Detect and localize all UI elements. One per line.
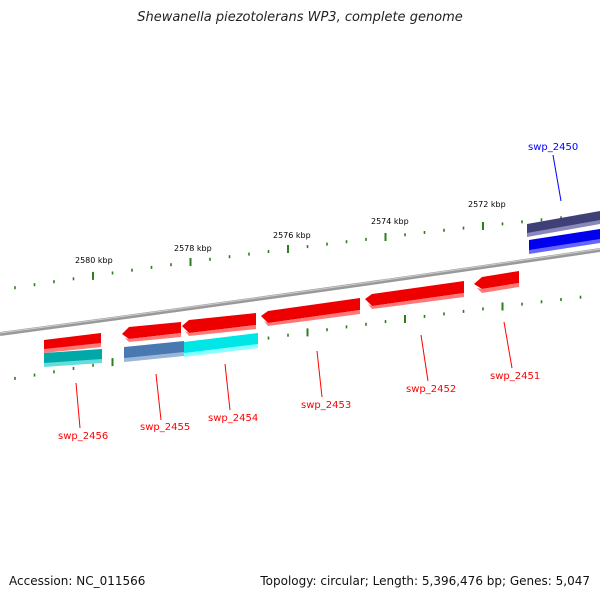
gene-label-swp_2453[interactable]: swp_2453 (301, 400, 351, 411)
gene-swp_2452-cds[interactable] (365, 281, 464, 309)
gene-label-swp_2450[interactable]: swp_2450 (528, 142, 578, 153)
genome-info-label: Topology: circular; Length: 5,396,476 bp… (260, 574, 590, 588)
gene-label-swp_2456[interactable]: swp_2456 (58, 431, 108, 442)
label-leaders (75, 154, 562, 429)
genome-backbone (0, 248, 600, 336)
gene-swp_2451-cds[interactable] (474, 271, 519, 293)
gene-swp_2454-cds[interactable] (182, 313, 256, 336)
gene-swp_2455-cds[interactable] (122, 322, 181, 342)
page-title: Shewanella piezotolerans WP3, complete g… (137, 10, 463, 25)
gene-label-swp_2451[interactable]: swp_2451 (490, 371, 540, 382)
scale-label-2576: 2576 kbp (273, 231, 311, 240)
gene-label-swp_2454[interactable]: swp_2454 (208, 413, 258, 424)
scale-label-2580: 2580 kbp (75, 256, 113, 265)
gene-swp_2456-cds[interactable] (44, 333, 101, 353)
gene-label-swp_2455[interactable]: swp_2455 (140, 422, 190, 433)
gene-swp_2450-feature[interactable] (527, 211, 600, 237)
gene-swp_2450-cds[interactable] (529, 229, 600, 254)
gene-label-swp_2452[interactable]: swp_2452 (406, 384, 456, 395)
gene-swp_2455-feature[interactable] (124, 341, 184, 362)
tick-row-upper (14, 214, 582, 290)
scale-label-2578: 2578 kbp (174, 244, 212, 253)
gene-swp_2456-feature[interactable] (44, 349, 102, 367)
accession-label: Accession: NC_011566 (9, 574, 146, 588)
scale-label-2572: 2572 kbp (468, 200, 506, 209)
gene-swp_2454-feature[interactable] (184, 333, 258, 357)
scale-label-2574: 2574 kbp (371, 217, 409, 226)
gene-swp_2453-cds[interactable] (261, 298, 360, 326)
